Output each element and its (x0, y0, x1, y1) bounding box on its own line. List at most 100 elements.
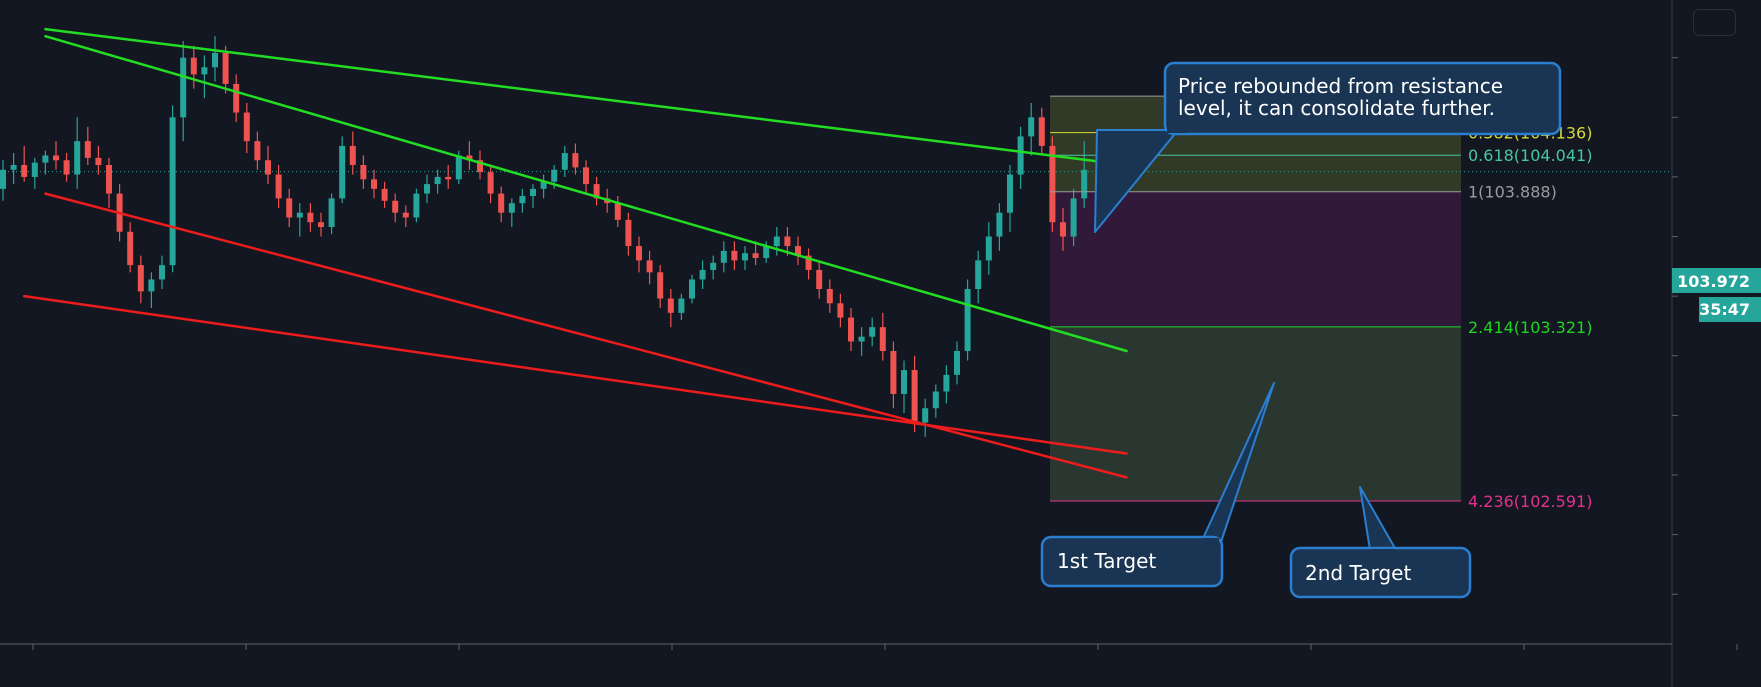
candle-body (318, 222, 324, 227)
candle-body (0, 169, 6, 189)
callout-line-1: Price rebounded from resistance (1178, 74, 1503, 98)
trendline-green-1[interactable] (44, 27, 1128, 167)
current-price-text: 103.972 (1677, 272, 1750, 291)
candle-body (328, 198, 335, 227)
candle-body (254, 141, 261, 161)
time-axis[interactable] (0, 643, 1761, 650)
callout-box (1040, 535, 1224, 588)
candle-body (826, 289, 833, 304)
callout-seam (1372, 549, 1394, 553)
candle-body (911, 370, 918, 423)
annotation-target2[interactable]: 2nd Target (1289, 486, 1472, 599)
candle-body (551, 169, 558, 182)
candle (296, 203, 303, 237)
candle (731, 241, 738, 270)
candle (954, 341, 960, 385)
candle (530, 184, 536, 208)
candle-body (10, 165, 17, 170)
candle-body (530, 188, 536, 196)
candle-body (752, 253, 759, 258)
candle (996, 203, 1003, 251)
candle (1049, 136, 1056, 232)
candle (42, 150, 49, 175)
candle-body (731, 250, 738, 261)
candle-body (53, 155, 59, 161)
candle-body (943, 374, 950, 392)
candle-body (392, 200, 399, 213)
candle-body (625, 219, 632, 247)
candle-body (381, 188, 388, 201)
candle (508, 198, 515, 227)
candle-body (720, 250, 727, 263)
candle-body (954, 351, 960, 375)
candle-body (657, 272, 664, 299)
trendline-red-3[interactable] (22, 294, 1128, 455)
candle-body (890, 351, 897, 394)
candle (477, 150, 483, 180)
candle (964, 279, 971, 361)
candle (371, 169, 377, 199)
candle-body (413, 193, 420, 218)
candle (890, 341, 897, 409)
candle (381, 181, 388, 208)
candle (572, 143, 579, 175)
fib-label-4.236: 4.236(102.591) (1468, 492, 1592, 511)
callout-text: 2nd Target (1305, 561, 1411, 585)
candle-body (1028, 117, 1035, 137)
annotation-target1[interactable]: 1st Target (1040, 382, 1275, 588)
candle-body (561, 153, 568, 170)
candle-body (869, 327, 876, 337)
candle-body (286, 198, 293, 218)
candle (985, 222, 992, 275)
candle (519, 188, 526, 213)
candle (498, 186, 505, 223)
candle (466, 141, 473, 170)
candle (254, 131, 261, 170)
candle-body (498, 193, 505, 213)
candle-body (689, 279, 695, 299)
candle (773, 227, 780, 256)
candle (434, 169, 441, 194)
candle-body (593, 184, 600, 199)
candle-body (848, 317, 854, 342)
candle (0, 160, 6, 201)
current-price-tag (1672, 268, 1761, 293)
candle (286, 188, 293, 227)
chart-settings-button[interactable] (1693, 9, 1736, 36)
candle (858, 327, 865, 356)
candle (487, 165, 494, 204)
candle (614, 196, 621, 227)
candle-body (773, 236, 780, 247)
candle (349, 131, 356, 175)
candle-body (784, 236, 791, 247)
price-axis[interactable]: 103.972 35:47 (1671, 0, 1761, 687)
candle-body (265, 160, 271, 175)
candle-body (805, 255, 812, 270)
candle (402, 205, 409, 227)
candle (318, 212, 324, 237)
trendline-red-4[interactable] (44, 192, 1128, 479)
callout-seam (1202, 538, 1219, 542)
candle (148, 272, 155, 309)
candle-body (106, 165, 112, 194)
candle-body (816, 269, 823, 289)
candle (922, 398, 929, 437)
candle-body (360, 165, 367, 180)
annotation-resistance[interactable]: Price rebounded from resistance level, i… (1090, 61, 1562, 233)
candle (1038, 107, 1045, 156)
candle (816, 260, 823, 299)
trendline-green-2[interactable] (44, 34, 1128, 353)
candle-body (21, 165, 28, 177)
candle (710, 255, 717, 280)
candle-body (180, 57, 187, 118)
candle (275, 165, 282, 208)
candle (689, 274, 695, 304)
candle-body (837, 303, 844, 318)
candle (667, 289, 674, 328)
candle-body (307, 212, 314, 223)
candle-body (74, 141, 81, 175)
candle-body (477, 160, 483, 173)
candle-body (402, 212, 409, 218)
candle-body (275, 174, 282, 199)
